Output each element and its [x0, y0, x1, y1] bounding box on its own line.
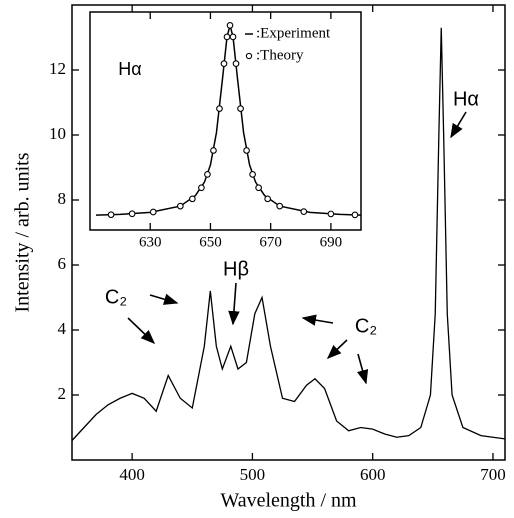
y-tick-label: 6 [58, 254, 67, 273]
theory-point [243, 147, 250, 154]
theory-point [226, 22, 234, 29]
arrow [149, 293, 179, 305]
y-tick-label: 8 [58, 189, 67, 208]
x-tick-label: 670 [259, 234, 282, 250]
x-axis-label: Wavelength / nm [220, 490, 357, 512]
annotation: Hβ [223, 258, 249, 280]
annotation: C₂ [105, 286, 127, 308]
arrow [450, 111, 467, 139]
x-tick-label: 500 [240, 465, 266, 484]
arrows [127, 111, 467, 385]
theory-point [264, 195, 272, 203]
theory-point [327, 210, 335, 218]
x-tick-label: 600 [360, 465, 386, 484]
y-tick-label: 12 [49, 59, 66, 78]
spectrum-line [71, 27, 506, 441]
theory-point [128, 210, 136, 218]
theory-point [149, 208, 157, 216]
arrow [228, 282, 240, 326]
theory-point [204, 171, 211, 178]
theory-point [229, 33, 237, 41]
theory-point [189, 195, 196, 203]
y-axis-label: Intensity / arb. units [12, 152, 34, 312]
theory-point [276, 202, 284, 210]
x-tick-label: 400 [119, 465, 145, 484]
theory-point [249, 171, 256, 178]
theory-point [300, 208, 308, 215]
legend-label: :Theory [256, 47, 304, 63]
theory-point [237, 105, 244, 112]
x-tick-label: 650 [199, 234, 222, 250]
x-tick-label: 690 [320, 234, 343, 250]
y-tick-label: 10 [49, 124, 66, 143]
x-tick-label: 700 [480, 465, 506, 484]
inset-label: Hα [118, 59, 141, 79]
annotation: Hα [453, 88, 479, 110]
theory-point [255, 184, 262, 192]
theory-point [223, 33, 231, 41]
theory-point [351, 211, 359, 219]
arrow [301, 314, 334, 326]
theory-point [210, 147, 217, 154]
theory-point [220, 60, 228, 67]
y-tick-label: 4 [58, 319, 67, 338]
annotation: C₂ [355, 315, 377, 337]
theory-point [198, 184, 205, 192]
theory-point [232, 60, 240, 67]
arrow [326, 339, 348, 359]
theory-point [216, 105, 223, 112]
theory-point [107, 211, 115, 219]
legend-label: :Experiment [256, 25, 331, 41]
legend-symbol [245, 52, 253, 60]
y-tick-label: 2 [58, 384, 67, 403]
x-tick-label: 630 [139, 234, 162, 250]
arrow [357, 353, 369, 385]
theory-point [176, 202, 184, 210]
arrow [127, 317, 156, 344]
